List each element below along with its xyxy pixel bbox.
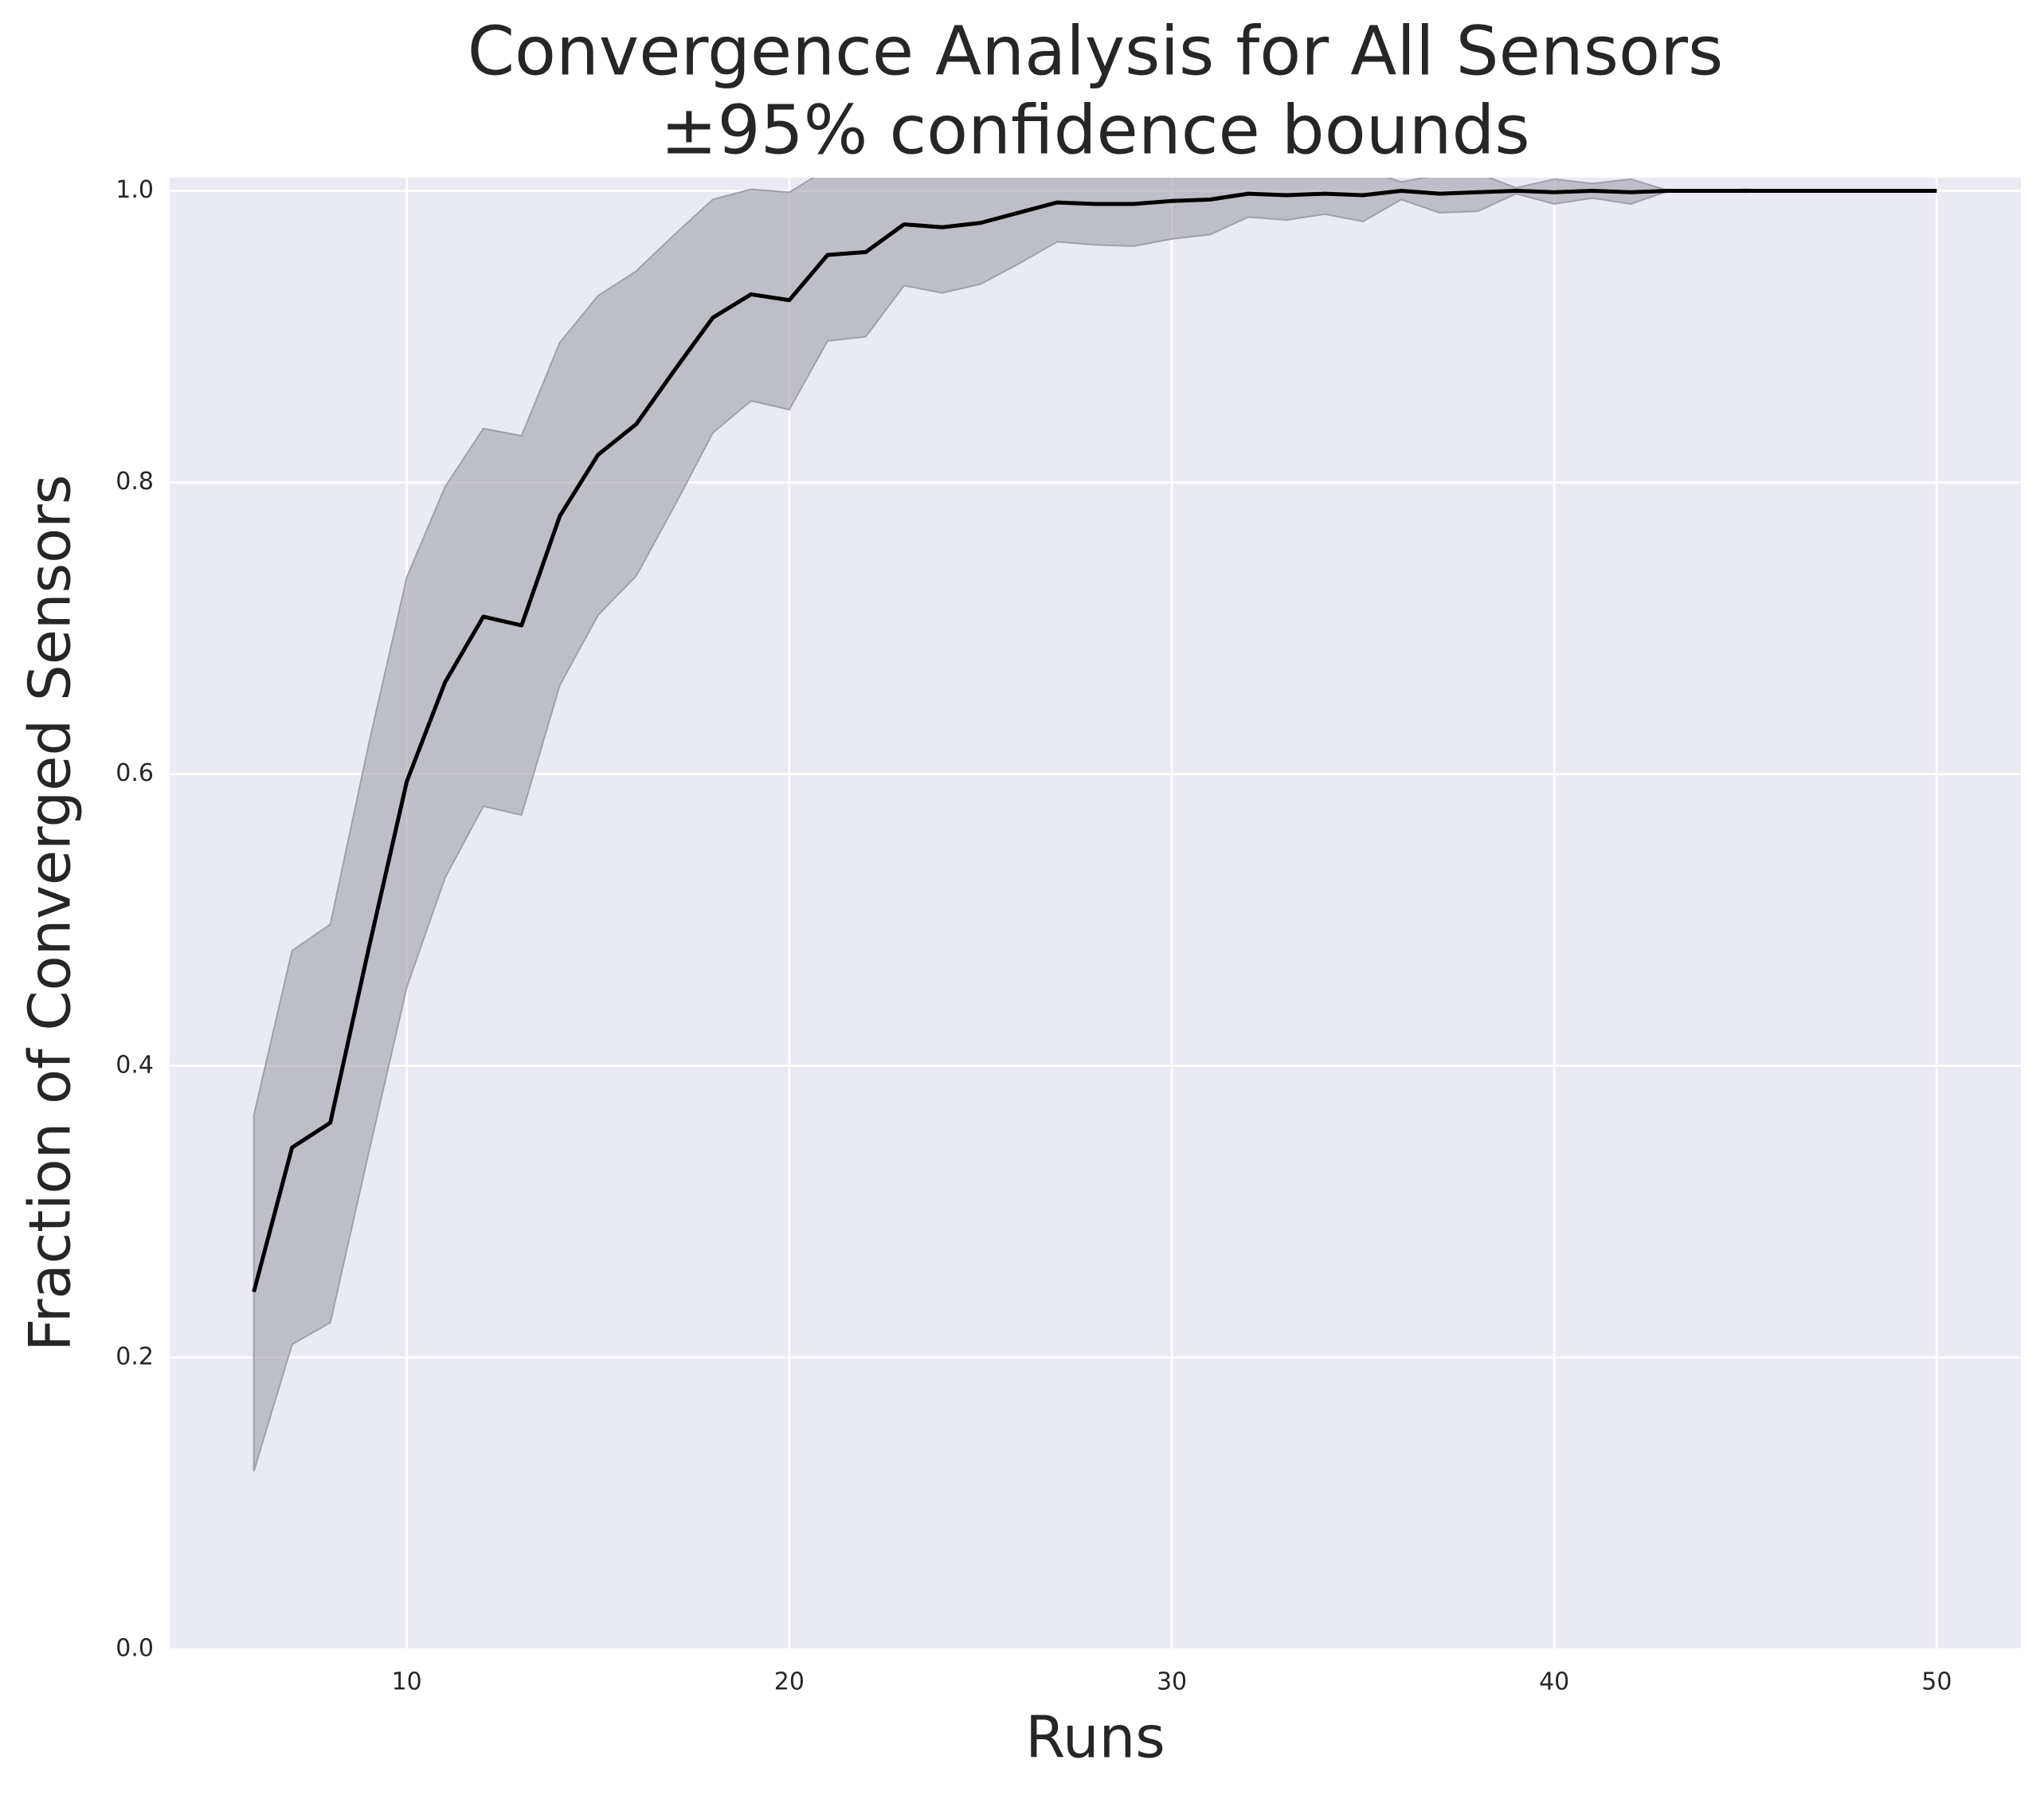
- y-tick-label: 0.0: [116, 1635, 154, 1663]
- x-tick-label: 20: [774, 1668, 805, 1696]
- y-tick-label: 1.0: [116, 176, 154, 204]
- plot-background: [170, 178, 2021, 1649]
- mean-line: [252, 188, 1937, 1293]
- y-tick-label: 0.8: [116, 468, 154, 496]
- y-tick-label: 0.6: [116, 759, 154, 787]
- y-axis-label: Fraction of Converged Sensors: [17, 475, 84, 1352]
- x-tick-label: 50: [1921, 1668, 1952, 1696]
- chart-subtitle: ±95% confidence bounds: [660, 91, 1529, 170]
- x-tick-label: 40: [1539, 1668, 1569, 1696]
- x-tick-label: 10: [392, 1668, 422, 1696]
- y-tick-label: 0.4: [116, 1051, 154, 1079]
- chart-title: Convergence Analysis for All Sensors: [468, 12, 1724, 91]
- x-axis-label: Runs: [1025, 1704, 1165, 1771]
- y-tick-label: 0.2: [116, 1342, 154, 1370]
- x-tick-label: 30: [1157, 1668, 1187, 1696]
